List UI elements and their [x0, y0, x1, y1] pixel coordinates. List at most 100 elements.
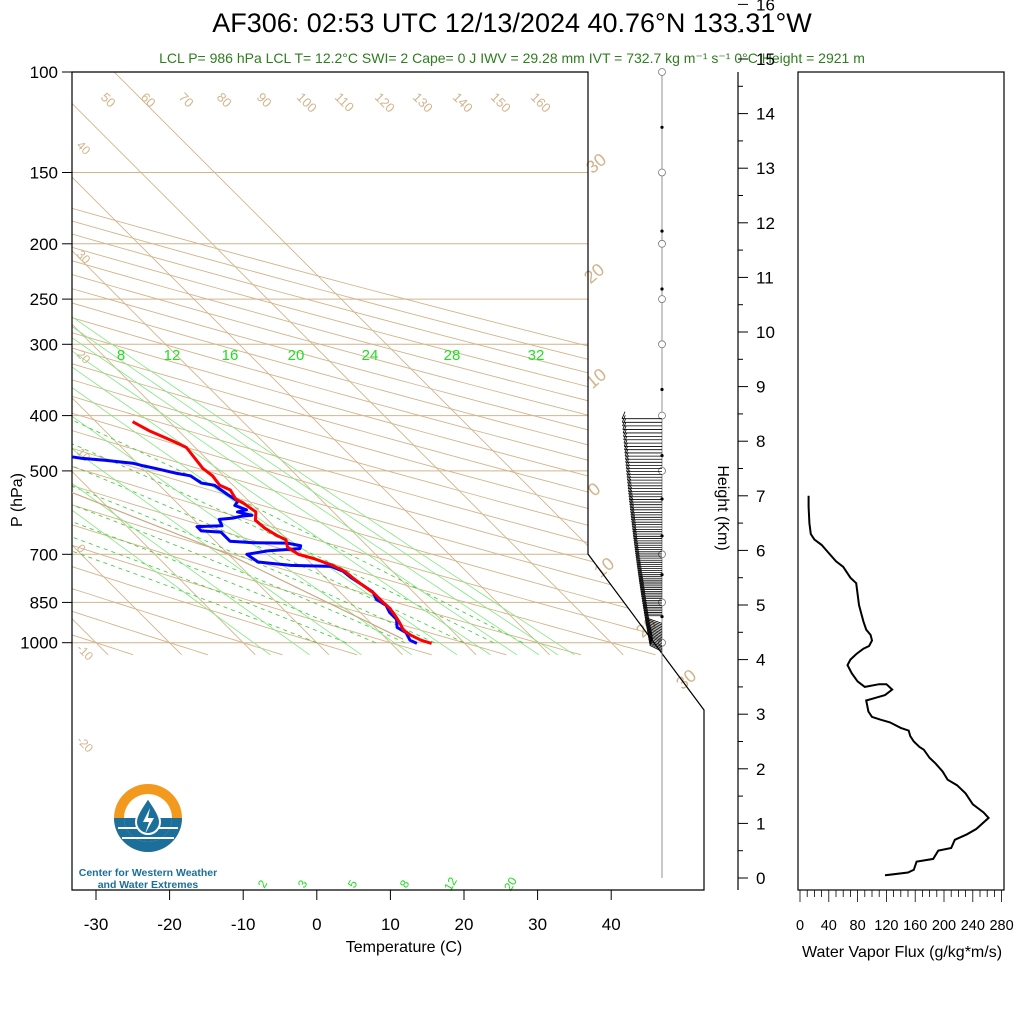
wind-barb-flag: [648, 630, 652, 639]
wind-barb-flag: [644, 610, 649, 618]
height-axis-label: Height (Km): [714, 465, 731, 550]
lightning-icon: [143, 808, 154, 834]
height-tick-label: 10: [756, 323, 775, 342]
calm-wind-circle: [658, 295, 666, 304]
isotherm-line: [72, 72, 624, 656]
wind-barb-flag: [621, 415, 626, 423]
wind-barb-flag: [639, 576, 643, 585]
isotherm-line: [72, 72, 256, 656]
x-tick-label: -20: [157, 915, 182, 934]
x-tick-label: -30: [84, 915, 109, 934]
dry-adiabat-label: 100: [294, 90, 320, 116]
wind-barb-flag: [625, 458, 630, 466]
dry-adiabat-line: [72, 72, 704, 656]
wind-barb-flag: [641, 591, 646, 599]
wind-barb-flag: [623, 435, 628, 444]
moist-adiabat-line: [72, 298, 317, 644]
wind-barbs: [621, 68, 666, 878]
x-tick-label: 10: [381, 915, 400, 934]
calm-wind-circle: [658, 68, 666, 76]
calm-wind-circle: [658, 239, 666, 248]
wind-barb-flag: [625, 461, 630, 469]
wind-barb-flag: [627, 481, 632, 489]
wind-barb-flag: [627, 484, 632, 492]
height-tick-label: 9: [756, 378, 765, 397]
wind-barb-flag: [630, 507, 635, 516]
wind-barb-flag: [622, 422, 627, 430]
mixing-ratio-label-bottom: 5: [345, 877, 361, 890]
y-tick-label: 500: [30, 462, 58, 481]
isotherm-line: [72, 72, 183, 656]
flux-x-tick-label: 160: [903, 918, 927, 934]
wind-barb-flag: [637, 565, 642, 573]
wind-barb-flag: [635, 548, 640, 557]
water-vapor-flux-line: [807, 495, 991, 877]
wind-barb-flag: [634, 538, 638, 546]
mixing-ratio-label-bottom: 20: [501, 874, 520, 893]
wind-barb-flag: [636, 559, 641, 567]
y-tick-label: 150: [30, 163, 58, 182]
wind-barb-flag: [629, 500, 634, 508]
height-tick-label: 8: [756, 432, 765, 451]
wind-barb-flag: [630, 512, 635, 520]
wind-barb-flag: [626, 472, 631, 481]
moist-adiabat-line: [72, 298, 376, 644]
y-tick-label: 700: [30, 545, 58, 564]
height-tick-label: 1: [756, 814, 765, 833]
wind-barb-flag: [643, 601, 647, 610]
wind-barb-flag: [644, 611, 649, 620]
wind-barb-flag: [624, 445, 629, 454]
chart-subtitle: LCL P= 986 hPa LCL T= 12.2°C SWI= 2 Cape…: [159, 50, 865, 66]
height-tick-label: 3: [756, 705, 765, 724]
dry-adiabat-label: 120: [372, 90, 398, 116]
dry-adiabat-line: [72, 72, 358, 656]
dry-adiabat-line: [72, 72, 704, 656]
dry-adiabat-line: [72, 72, 704, 656]
flux-x-tick-label: 200: [932, 918, 956, 934]
mixing-ratio-label: 24: [362, 347, 379, 364]
mixing-ratio-label-bottom: 8: [397, 877, 413, 890]
wind-barb-flag: [628, 486, 632, 495]
wind-barb-flag: [624, 442, 628, 450]
dry-adiabat-label: 140: [450, 90, 476, 116]
dry-adiabat-line: [72, 72, 704, 656]
isotherm-line: [72, 72, 477, 656]
wind-barb-flag: [645, 615, 650, 623]
wind-barb-flag: [634, 540, 639, 548]
wind-barb-flag: [646, 623, 651, 631]
wind-barb-flag: [632, 526, 637, 535]
flux-x-axis-label: Water Vapor Flux (g/kg*m/s): [802, 944, 1002, 961]
wind-barb-flag: [631, 515, 636, 523]
dry-adiabat-line: [72, 72, 704, 656]
wind-barb-flag: [628, 492, 633, 500]
dry-adiabat-line: [72, 72, 704, 656]
wind-barb-flag: [629, 497, 634, 505]
wind-barb-flag: [635, 553, 640, 561]
mixing-ratio-label: 28: [444, 347, 461, 364]
wind-barb-flag: [630, 505, 634, 513]
x-tick-label: -10: [231, 915, 256, 934]
y-tick-label: 300: [30, 335, 58, 354]
height-tick-label: 11: [756, 268, 774, 287]
x-tick-label: 30: [528, 915, 547, 934]
dry-adiabat-label: 50: [98, 90, 119, 111]
y-tick-label: 100: [30, 63, 58, 82]
wind-barb-flag: [629, 494, 633, 503]
height-tick-label: 2: [756, 760, 765, 779]
isotherm-label-left: -20: [74, 733, 96, 755]
mixing-ratio-label: 8: [117, 347, 125, 364]
wind-barb-flag: [626, 467, 631, 475]
y-axis-label: P (hPa): [9, 473, 26, 527]
moist-adiabat-line: [72, 298, 406, 644]
wind-barb-flag: [648, 635, 653, 643]
x-tick-label: 20: [455, 915, 474, 934]
wind-barb-flag: [641, 593, 646, 601]
wind-barb-flag: [643, 606, 648, 615]
wind-barb-flag: [647, 626, 651, 634]
dry-adiabat-line: [72, 72, 208, 656]
y-tick-label: 1000: [20, 634, 58, 653]
mixing-ratio-label-bottom: 2: [255, 877, 271, 890]
wind-barb-flag: [645, 618, 650, 626]
